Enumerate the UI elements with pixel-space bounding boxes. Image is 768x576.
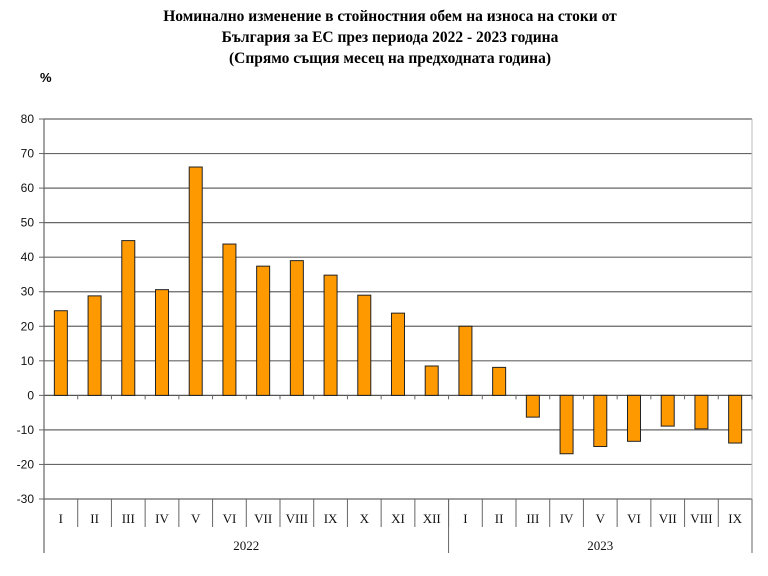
- x-category-label: V: [191, 511, 201, 526]
- bar: [391, 312, 405, 396]
- bar: [694, 394, 709, 430]
- bar: [492, 366, 507, 396]
- bar: [424, 365, 439, 396]
- bar: [256, 265, 271, 396]
- bar: [289, 260, 304, 396]
- x-category-label: XI: [391, 511, 405, 526]
- x-category-label: III: [526, 511, 539, 526]
- y-tick-label: -20: [17, 457, 35, 471]
- x-category-label: VII: [659, 511, 677, 526]
- x-category-label: V: [596, 511, 606, 526]
- x-category-label: VIII: [286, 511, 308, 526]
- bar: [323, 274, 338, 396]
- x-category-label: VI: [223, 511, 237, 526]
- x-category-label: II: [495, 511, 504, 526]
- x-category-label: XII: [423, 511, 441, 526]
- x-category-label: I: [463, 511, 467, 526]
- title-line-2: България за ЕС през периода 2022 - 2023 …: [221, 29, 559, 46]
- x-category-label: VI: [627, 511, 641, 526]
- bar: [525, 394, 540, 418]
- y-axis-unit-label: %: [40, 70, 52, 85]
- bar: [627, 394, 641, 442]
- y-tick-label: 60: [21, 181, 35, 195]
- y-tick-label: 40: [21, 250, 35, 264]
- bar: [121, 240, 136, 396]
- title-line-3: (Спрямо същия месец на предходната годин…: [228, 50, 552, 67]
- x-category-label: VIII: [690, 511, 712, 526]
- y-tick-label: 30: [21, 285, 35, 299]
- bar: [188, 166, 203, 396]
- bar: [728, 394, 743, 444]
- y-tick-label: 20: [21, 319, 35, 333]
- y-tick-label: -10: [17, 423, 35, 437]
- bar: [222, 243, 237, 396]
- x-group-label: 2022: [233, 538, 259, 553]
- y-tick-label: -30: [17, 492, 35, 506]
- bar: [559, 394, 574, 455]
- y-tick-label: 70: [21, 147, 35, 161]
- x-category-label: I: [59, 511, 63, 526]
- bar: [458, 325, 473, 396]
- x-category-label: VII: [254, 511, 272, 526]
- x-category-label: IV: [155, 511, 169, 526]
- x-category-label: IV: [560, 511, 574, 526]
- x-category-label: III: [122, 511, 135, 526]
- x-category-label: II: [90, 511, 99, 526]
- y-tick-label: 0: [27, 388, 34, 402]
- x-category-label: IX: [728, 511, 742, 526]
- bar: [53, 310, 68, 396]
- x-category-label: X: [360, 511, 370, 526]
- chart-title: Номинално изменение в стойностния обем н…: [0, 6, 768, 69]
- x-category-label: IX: [324, 511, 338, 526]
- bar: [660, 394, 675, 427]
- y-tick-label: 80: [21, 112, 35, 126]
- title-line-1: Номинално изменение в стойностния обем н…: [163, 8, 617, 25]
- bar: [155, 289, 169, 396]
- bar: [593, 394, 608, 447]
- x-group-label: 2023: [587, 538, 613, 553]
- bar: [87, 295, 102, 396]
- y-tick-label: 10: [21, 354, 35, 368]
- y-tick-label: 50: [21, 216, 35, 230]
- bar: [357, 294, 372, 396]
